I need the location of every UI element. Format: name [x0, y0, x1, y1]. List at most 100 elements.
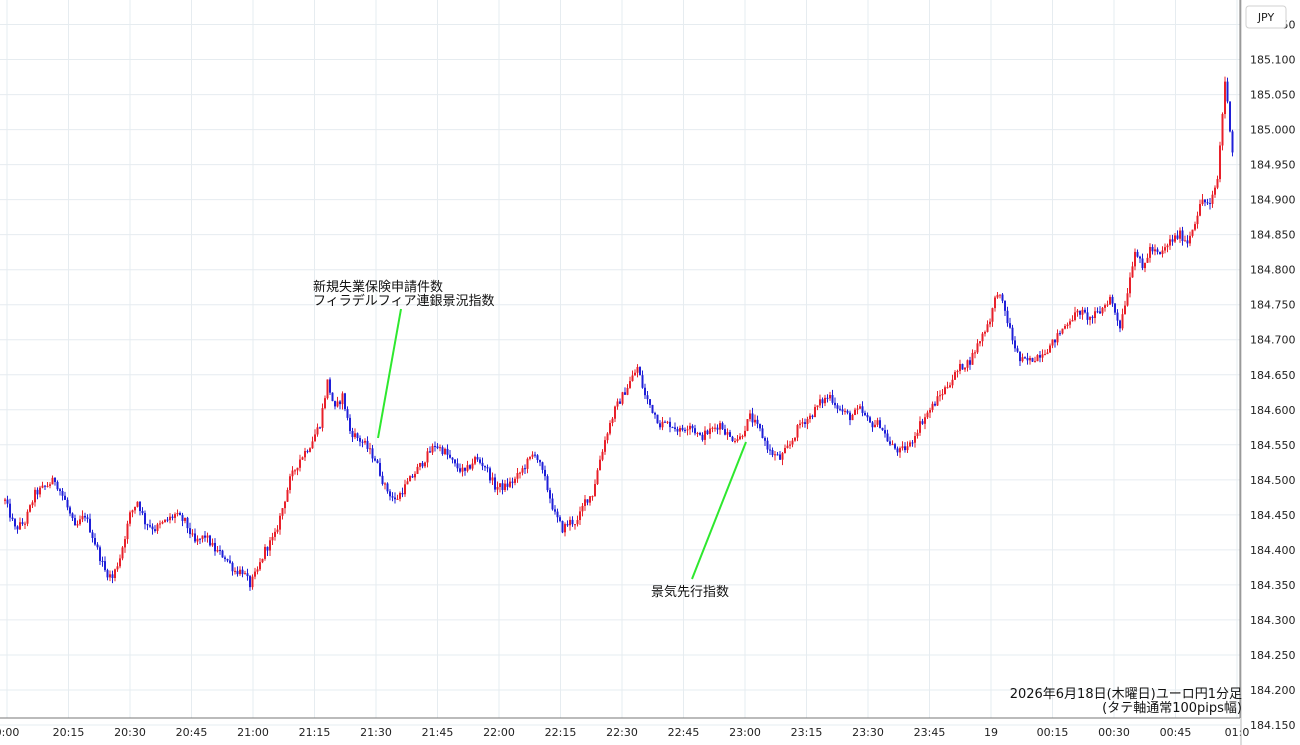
candle-body	[1024, 357, 1026, 359]
candle-body	[814, 407, 816, 418]
candle-body	[996, 294, 999, 298]
candle-body	[876, 420, 879, 425]
candle-body	[604, 440, 606, 452]
candle-body	[236, 570, 239, 575]
candle	[254, 567, 256, 580]
candle	[536, 454, 539, 463]
y-tick-label: 184.950	[1250, 159, 1296, 172]
y-tick-label: 184.800	[1250, 264, 1296, 277]
y-tick-label: 184.200	[1250, 684, 1296, 697]
candle	[434, 441, 436, 452]
candle	[261, 558, 264, 564]
candle	[619, 398, 621, 404]
candle	[564, 522, 566, 537]
candle	[111, 570, 114, 584]
candle-body	[161, 522, 164, 524]
candle-body	[724, 429, 726, 435]
candle-body	[189, 528, 191, 535]
candle	[119, 554, 121, 569]
candle	[774, 451, 776, 461]
candle	[1219, 141, 1221, 183]
candle-body	[1044, 354, 1046, 356]
candle-body	[509, 481, 511, 487]
candle	[511, 477, 514, 489]
candle	[16, 525, 19, 534]
candle	[691, 424, 694, 433]
candle-body	[959, 363, 961, 372]
candle	[704, 426, 706, 446]
candle	[494, 473, 496, 493]
candle-body	[659, 423, 661, 428]
candle-body	[431, 445, 434, 453]
candle-body	[404, 484, 406, 495]
candle-body	[249, 576, 251, 588]
candle	[276, 525, 279, 534]
candle	[934, 401, 936, 407]
candle-body	[181, 515, 184, 521]
candle-body	[1221, 114, 1224, 146]
candle-body	[554, 509, 556, 512]
candle	[656, 414, 659, 424]
candle-body	[729, 432, 731, 437]
candle-body	[211, 542, 214, 546]
candle-body	[1026, 357, 1029, 361]
candle	[569, 516, 571, 531]
candle-body	[496, 486, 499, 490]
candle	[176, 509, 179, 517]
candle-body	[376, 460, 379, 463]
candle	[219, 545, 221, 555]
candle-body	[636, 367, 639, 373]
candle	[571, 516, 574, 527]
candle	[856, 405, 859, 415]
candle	[911, 439, 914, 447]
candle	[1011, 324, 1014, 345]
candle	[531, 451, 534, 460]
candle-body	[266, 546, 269, 551]
candle-body	[949, 385, 951, 388]
candle-body	[796, 425, 799, 438]
candle	[189, 522, 191, 539]
candle	[11, 513, 14, 522]
candle	[1126, 288, 1129, 307]
candle-body	[184, 517, 186, 521]
candle-body	[779, 454, 781, 460]
candle-body	[1021, 357, 1024, 362]
candle-body	[1091, 316, 1094, 319]
candle	[339, 400, 341, 410]
candle-body	[1139, 256, 1141, 259]
candle	[941, 388, 944, 400]
candle	[471, 458, 474, 471]
candle	[179, 511, 181, 516]
candle	[654, 411, 656, 419]
candle	[294, 469, 296, 475]
candle	[406, 478, 409, 485]
candle-body	[521, 468, 524, 473]
candle	[519, 471, 521, 479]
candle	[1166, 243, 1169, 253]
candle	[69, 505, 71, 517]
candle-body	[831, 395, 834, 403]
annotation-pointer-2	[691, 441, 747, 580]
candle-body	[621, 392, 624, 404]
candle-body	[851, 414, 854, 421]
candle	[1186, 235, 1189, 248]
candle	[224, 555, 226, 562]
candle	[1216, 175, 1219, 190]
candle-body	[606, 433, 609, 441]
candle-body	[806, 419, 809, 424]
candle	[81, 510, 84, 523]
candle	[489, 466, 491, 484]
candle-body	[54, 477, 56, 482]
x-tick-label: 22:30	[606, 726, 638, 739]
candle	[31, 500, 34, 508]
candle-body	[609, 422, 611, 434]
candle	[1224, 76, 1226, 119]
candle-body	[689, 425, 691, 430]
candle-body	[411, 476, 414, 478]
candle-body	[681, 427, 684, 430]
candle	[644, 383, 646, 399]
candle-body	[71, 513, 74, 519]
candle	[404, 479, 406, 497]
candle-body	[401, 493, 404, 495]
y-tick-label: 184.900	[1250, 194, 1296, 207]
